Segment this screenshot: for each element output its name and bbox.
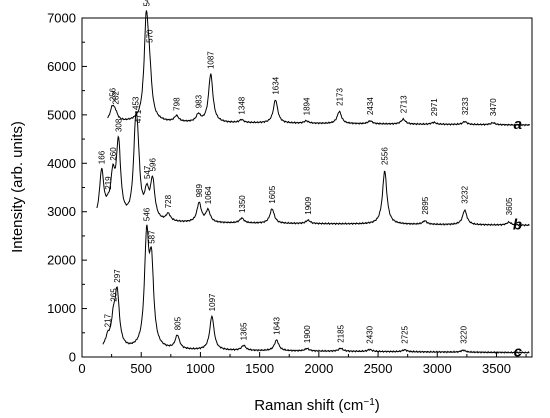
- peak-label: 2556: [381, 147, 390, 165]
- y-tick-label: 4000: [47, 156, 76, 171]
- peak-label: 166: [98, 150, 107, 164]
- peak-label: 2971: [430, 98, 439, 116]
- x-tick-label: 3000: [423, 361, 452, 376]
- peak-label: 2713: [399, 95, 408, 113]
- x-tick-label: 0: [78, 361, 85, 376]
- peak-label: 543: [142, 0, 151, 6]
- peak-label: 297: [113, 269, 122, 283]
- peak-label: 219: [104, 176, 113, 190]
- trace-label-c: c: [514, 344, 523, 361]
- peak-label: 587: [148, 230, 157, 244]
- peak-label: 217: [104, 313, 113, 327]
- peak-label: 471: [134, 109, 143, 123]
- peak-label: 2185: [337, 324, 346, 342]
- y-tick-label: 0: [69, 350, 76, 365]
- peak-label: 1894: [302, 97, 311, 115]
- peak-label: 3220: [459, 325, 468, 343]
- x-axis-title-main: Raman shift (cm: [254, 397, 363, 414]
- peak-label: 1064: [204, 186, 213, 204]
- y-tick-label: 5000: [47, 107, 76, 122]
- peak-label: 1350: [238, 195, 247, 213]
- x-axis-title-superscript: −1: [363, 397, 375, 408]
- peak-label: 546: [143, 207, 152, 221]
- peak-label: 282: [111, 91, 120, 105]
- x-tick-label: 2000: [304, 361, 333, 376]
- x-axis-title: Raman shift (cm−1): [254, 397, 380, 415]
- peak-label: 989: [195, 183, 204, 197]
- peak-label: 983: [194, 94, 203, 108]
- peak-label: 1087: [207, 51, 216, 69]
- peak-label: 260: [109, 147, 118, 161]
- peak-label: 2434: [366, 97, 375, 115]
- peak-label: 1900: [303, 325, 312, 343]
- peak-label: 2725: [401, 325, 410, 343]
- peak-label: 596: [149, 158, 158, 172]
- x-tick-label: 1500: [245, 361, 274, 376]
- x-tick-label: 500: [130, 361, 152, 376]
- peak-label: 1909: [304, 196, 313, 214]
- peak-label: 3232: [461, 185, 470, 203]
- peak-label: 1365: [240, 322, 249, 340]
- peak-label: 1348: [238, 96, 247, 114]
- y-tick-label: 2000: [47, 253, 76, 268]
- x-tick-label: 1000: [186, 361, 215, 376]
- x-tick-label: 2500: [364, 361, 393, 376]
- spectrum-line-a: [107, 10, 531, 127]
- peak-label: 1605: [268, 185, 277, 203]
- peak-label: 2895: [421, 196, 430, 214]
- y-axis-title: Intensity (arb. units): [9, 121, 26, 253]
- peak-label: 1097: [208, 293, 217, 311]
- y-tick-label: 3000: [47, 204, 76, 219]
- axes-layer: 0 500 1000 1500 2000 2500 3000 3500 0 1000 2000 300…: [47, 11, 533, 376]
- y-tick-label: 7000: [47, 11, 76, 26]
- spectrum-line-c: [102, 224, 530, 355]
- peak-label: 308: [114, 118, 123, 132]
- peak-label: 805: [173, 316, 182, 330]
- trace-label-a: a: [514, 116, 522, 133]
- peak-label: 2173: [335, 88, 344, 106]
- x-axis-title-end: ): [375, 397, 380, 414]
- peak-label: 453: [132, 96, 141, 110]
- peak-label: 1643: [273, 317, 282, 335]
- spectrum-line-b: [96, 111, 530, 227]
- peak-label: 547: [143, 165, 152, 179]
- peak-label: 570: [146, 29, 155, 43]
- y-tick-label: 1000: [47, 301, 76, 316]
- peak-label: 3470: [489, 98, 498, 116]
- peak-label: 728: [164, 194, 173, 208]
- peak-label: 3233: [461, 97, 470, 115]
- peak-label: 3605: [505, 197, 514, 215]
- x-tick-label: 3500: [482, 361, 511, 376]
- trace-label-b: b: [513, 216, 522, 233]
- peak-label: 798: [173, 97, 182, 111]
- peak-label: 1634: [272, 76, 281, 94]
- peak-label: 256: [108, 87, 117, 101]
- y-tick-label: 6000: [47, 59, 76, 74]
- peak-label: 2430: [366, 325, 375, 343]
- peak-label: 265: [109, 288, 118, 302]
